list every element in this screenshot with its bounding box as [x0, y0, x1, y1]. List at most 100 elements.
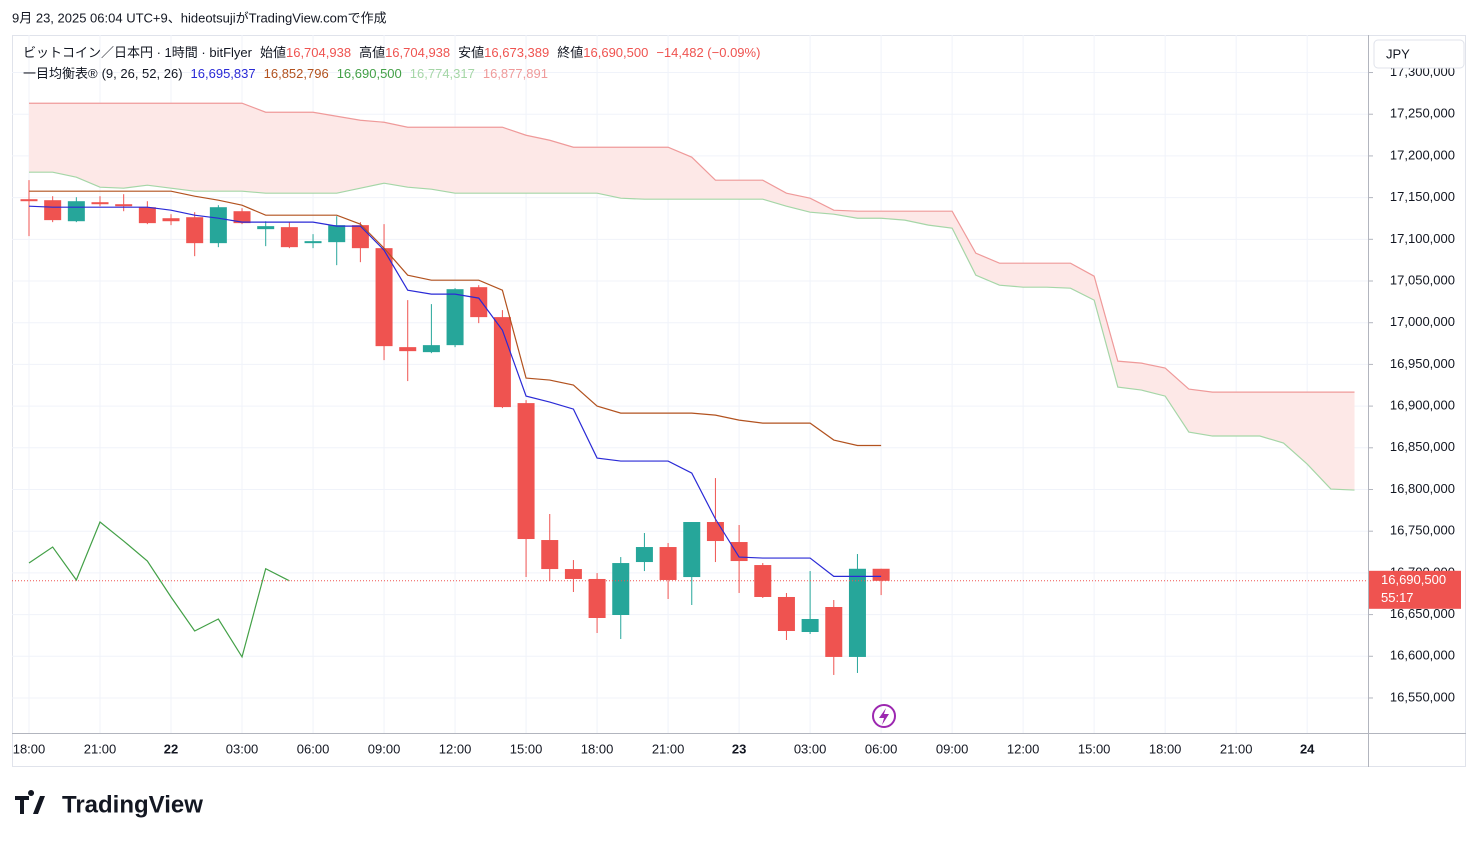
candle-body: [67, 201, 85, 222]
candle-body: [825, 606, 843, 657]
indicator-value: 16,695,837: [191, 66, 256, 81]
x-tick-label: 03:00: [794, 741, 827, 756]
candle-body: [328, 225, 346, 243]
y-tick-label: 16,550,000: [1390, 689, 1455, 704]
candle-body: [517, 403, 535, 540]
legend-indicator: 一目均衡表® (9, 26, 52, 26) 16,695,837 16,852,79…: [23, 66, 548, 81]
conversion-line: [28, 205, 882, 577]
candle-body: [138, 207, 156, 224]
x-tick-label: 22: [164, 741, 178, 756]
candle-body: [351, 225, 369, 249]
x-tick-label: 06:00: [865, 741, 898, 756]
x-tick-label: 18:00: [581, 741, 614, 756]
candle-body: [777, 596, 795, 632]
candle-body: [470, 287, 488, 318]
leading-span-a: [29, 171, 1355, 491]
candle-body: [683, 522, 701, 578]
candle-body: [20, 199, 38, 202]
change: −14,482 (−0.09%): [656, 45, 760, 60]
candle-body: [730, 542, 748, 562]
y-tick-label: 16,800,000: [1390, 481, 1455, 496]
brand-name: TradingView: [62, 791, 203, 818]
y-tick-label: 16,900,000: [1390, 398, 1455, 413]
indicator-value: 16,690,500: [337, 66, 402, 81]
candle-body: [635, 547, 653, 563]
x-tick-label: 18:00: [13, 741, 46, 756]
ohlc-value: 16,673,389: [484, 45, 549, 60]
indicator-value: 16,774,317: [410, 66, 475, 81]
candle-body: [659, 547, 677, 580]
y-tick-label: 17,250,000: [1390, 106, 1455, 121]
y-tick-label: 16,950,000: [1390, 356, 1455, 371]
cloud: [29, 103, 1355, 491]
x-tick-label: 15:00: [510, 741, 543, 756]
candle-body: [91, 202, 109, 205]
x-tick-label: 03:00: [226, 741, 259, 756]
candle-body: [493, 317, 511, 408]
current-price-box: [1369, 570, 1461, 609]
candle-body: [564, 569, 582, 579]
candle-body: [422, 345, 440, 353]
x-tick-label: 21:00: [84, 741, 117, 756]
y-tick-label: 17,150,000: [1390, 189, 1455, 204]
symbol-title: ビットコイン／日本円 · 1時間 · bitFlyer: [23, 45, 253, 60]
y-tick-label: 16,750,000: [1390, 523, 1455, 538]
candle-body: [209, 207, 227, 244]
plot: [12, 102, 1368, 675]
currency[interactable]: JPY: [1386, 46, 1410, 61]
event-icon-bolt: [879, 708, 889, 725]
event-icon[interactable]: [872, 704, 896, 728]
x-tick-label: 23: [732, 741, 746, 756]
candle-body: [541, 540, 559, 570]
lagging-span: [28, 521, 290, 659]
x-tick-label: 18:00: [1149, 741, 1182, 756]
candle-body: [872, 568, 890, 581]
ohlc-label: 始値: [260, 45, 286, 60]
candle-body: [304, 241, 322, 244]
legend-main: ビットコイン／日本円 · 1時間 · bitFlyer 始値16,704,938 高…: [23, 45, 760, 60]
indicator-name: 一目均衡表®: [23, 66, 98, 81]
indicator-value: 16,877,891: [483, 66, 548, 81]
y-tick-label: 16,850,000: [1390, 439, 1455, 454]
y-tick-label: 17,000,000: [1390, 314, 1455, 329]
x-tick-label: 12:00: [439, 741, 472, 756]
brand-mark: [15, 790, 45, 814]
axes: 17,300,00017,250,00017,200,00017,150,000…: [13, 64, 1455, 756]
ohlc-value: 16,690,500: [583, 45, 648, 60]
ohlc-label: 安値: [458, 45, 484, 60]
x-tick-label: 24: [1300, 741, 1315, 756]
created-line: 9月 23, 2025 06:04 UTC+9、hideotsujiがTradi…: [12, 10, 387, 25]
leading-span-b: [29, 102, 1355, 393]
x-tick-label: 12:00: [1007, 741, 1040, 756]
legend: ビットコイン／日本円 · 1時間 · bitFlyer 始値16,704,938 高…: [23, 45, 760, 81]
candle-body: [801, 619, 819, 633]
y-tick-label: 17,100,000: [1390, 231, 1455, 246]
ohlc-value: 16,704,938: [385, 45, 450, 60]
candle-body: [186, 217, 204, 244]
currency-button[interactable]: [1373, 39, 1465, 69]
x-tick-label: 15:00: [1078, 741, 1111, 756]
candle-body: [848, 568, 866, 657]
ohlc-value: 16,704,938: [286, 45, 351, 60]
candle-body: [399, 347, 417, 352]
x-tick-label: 09:00: [936, 741, 969, 756]
candle-body: [280, 227, 298, 248]
candle-body: [375, 248, 393, 347]
x-tick-label: 06:00: [297, 741, 330, 756]
indicator-value: 16,852,796: [264, 66, 329, 81]
current-price-label: 16,690,500: [1381, 572, 1446, 587]
indicator-params: (9, 26, 52, 26): [102, 66, 183, 81]
base-line: [29, 190, 882, 447]
candle-body: [162, 218, 180, 222]
y-tick-label: 17,200,000: [1390, 147, 1455, 162]
ohlc-label: 終値: [557, 45, 583, 60]
countdown: 55:17: [1381, 590, 1414, 605]
ohlc-label: 高値: [359, 45, 385, 60]
candle-body: [115, 204, 133, 207]
candle-body: [446, 289, 464, 346]
candle-body: [257, 226, 275, 230]
brand-logo: TradingView: [15, 790, 203, 818]
x-tick-label: 21:00: [652, 741, 685, 756]
